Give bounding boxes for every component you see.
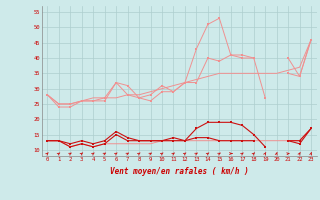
X-axis label: Vent moyen/en rafales ( km/h ): Vent moyen/en rafales ( km/h ) bbox=[110, 167, 249, 176]
